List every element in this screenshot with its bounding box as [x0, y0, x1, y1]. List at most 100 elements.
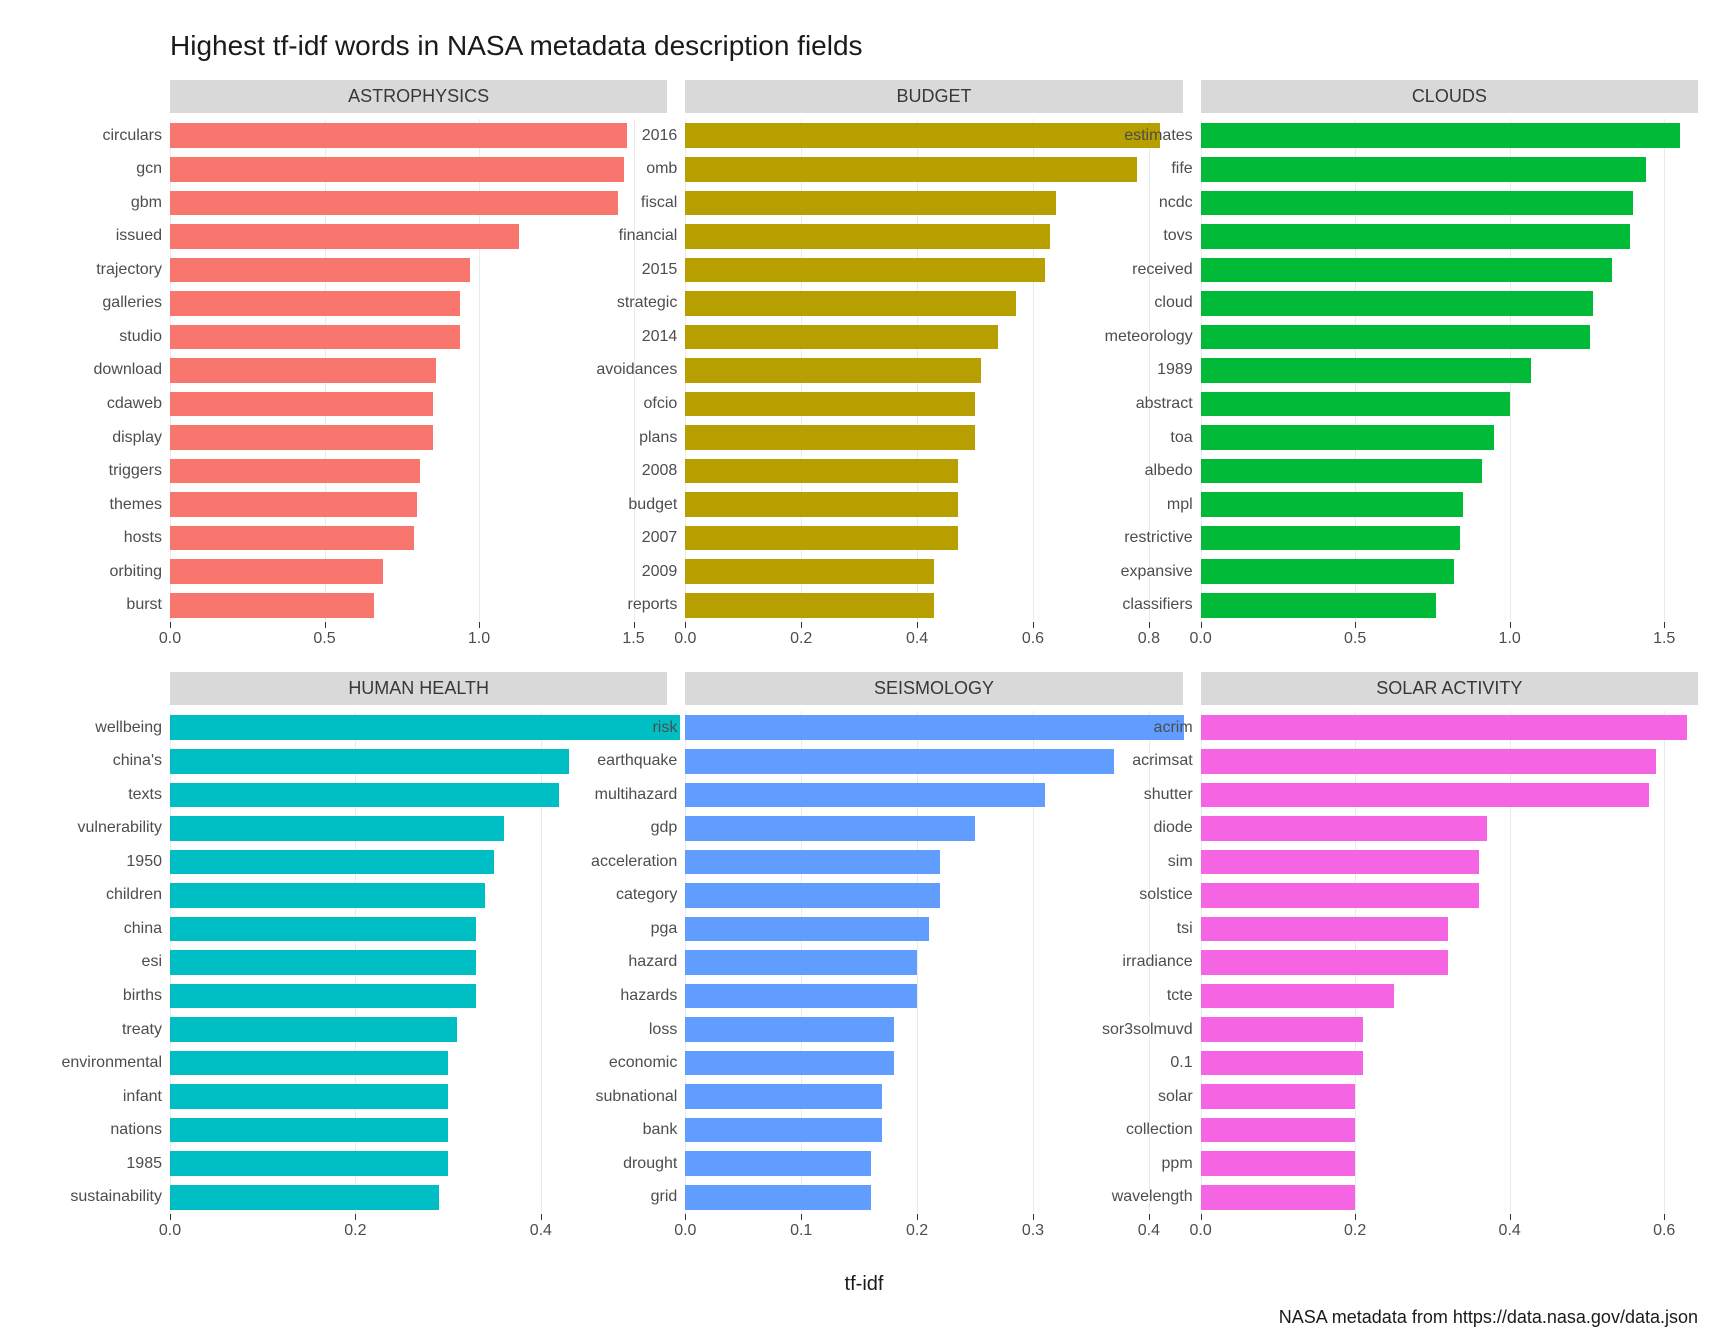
bar-row: hosts [170, 524, 661, 552]
facet-plot: riskearthquakemultihazardgdpacceleration… [685, 705, 1182, 1250]
x-axis: 0.00.51.01.5 [170, 622, 661, 658]
bars-container: acrimacrimsatshutterdiodesimsolsticetsii… [1201, 711, 1692, 1214]
facet-grid: ASTROPHYSICS circularsgcngbmissuedtraject… [170, 80, 1698, 1250]
bar-row: toa [1201, 424, 1692, 452]
bar [1201, 291, 1593, 316]
bar-row: sustainability [170, 1183, 661, 1211]
bar-label: nations [110, 1121, 170, 1139]
bar [1201, 850, 1479, 875]
bar-label: strategic [617, 294, 685, 312]
bar-row: wavelength [1201, 1183, 1692, 1211]
bar [1201, 917, 1448, 942]
bar [685, 816, 975, 841]
bar-row: grid [685, 1183, 1176, 1211]
x-tick-label: 1.5 [622, 630, 644, 648]
bar [685, 984, 917, 1009]
bar-row: abstract [1201, 390, 1692, 418]
x-tick-label: 0.4 [530, 1222, 552, 1240]
bar [170, 593, 374, 618]
bar [1201, 984, 1394, 1009]
bar-label: environmental [62, 1054, 171, 1072]
bar-row: acceleration [685, 848, 1176, 876]
facet-panel: ASTROPHYSICS circularsgcngbmissuedtraject… [170, 80, 667, 658]
bar-row: hazard [685, 948, 1176, 976]
bar-label: received [1132, 261, 1200, 279]
bar-label: multihazard [595, 786, 686, 804]
bar-row: budget [685, 491, 1176, 519]
bar-label: collection [1126, 1121, 1201, 1139]
x-tick-label: 0.4 [1138, 1222, 1160, 1240]
bar-label: download [94, 361, 171, 379]
bar-label: acceleration [591, 853, 685, 871]
bar [685, 1084, 882, 1109]
x-tick-label: 0.0 [1190, 630, 1212, 648]
bar [1201, 783, 1649, 808]
bar-row: fife [1201, 155, 1692, 183]
bar-row: plans [685, 424, 1176, 452]
bar-label: classifiers [1122, 596, 1200, 614]
bar-row: 1989 [1201, 356, 1692, 384]
bar-label: texts [128, 786, 170, 804]
bar-row: received [1201, 256, 1692, 284]
bar [1201, 425, 1495, 450]
bar-row: drought [685, 1150, 1176, 1178]
bar-row: themes [170, 491, 661, 519]
bar-label: themes [110, 496, 170, 514]
bar-label: sim [1168, 853, 1201, 871]
bar-row: 2007 [685, 524, 1176, 552]
bars-container: 2016ombfiscalfinancial2015strategic2014a… [685, 119, 1176, 622]
bar-row: nations [170, 1116, 661, 1144]
bar [170, 526, 414, 551]
x-axis: 0.00.20.4 [170, 1214, 661, 1250]
facet-panel: SEISMOLOGYriskearthquakemultihazardgdpac… [685, 672, 1182, 1250]
facet-plot: estimatesfifencdctovsreceivedcloudmeteor… [1201, 113, 1698, 658]
bar-label: risk [652, 719, 685, 737]
x-tick-label: 0.0 [674, 1222, 696, 1240]
bar [1201, 883, 1479, 908]
bar [170, 392, 433, 417]
bar [685, 749, 1114, 774]
bar-label: hazard [628, 953, 685, 971]
bar [1201, 526, 1461, 551]
bar [685, 191, 1056, 216]
bar [1201, 492, 1464, 517]
x-tick-label: 0.2 [344, 1222, 366, 1240]
bar [1201, 749, 1657, 774]
x-tick-label: 0.0 [674, 630, 696, 648]
bar [685, 425, 975, 450]
bar [170, 749, 569, 774]
facet-plot: acrimacrimsatshutterdiodesimsolsticetsii… [1201, 705, 1698, 1250]
facet-strip-label: ASTROPHYSICS [170, 80, 667, 113]
bar-row: classifiers [1201, 591, 1692, 619]
bar-row: strategic [685, 289, 1176, 317]
facet-strip-label: BUDGET [685, 80, 1182, 113]
plot-area: circularsgcngbmissuedtrajectorygalleries… [170, 119, 661, 622]
bar-label: bank [643, 1121, 686, 1139]
bar [170, 123, 627, 148]
bar-label: sor3solmuvd [1102, 1021, 1201, 1039]
bar-label: ppm [1162, 1155, 1201, 1173]
bar-label: pga [651, 920, 686, 938]
bar [1201, 157, 1646, 182]
facet-strip-label: CLOUDS [1201, 80, 1698, 113]
bar-row: avoidances [685, 356, 1176, 384]
bar-row: financial [685, 222, 1176, 250]
bar-row: risk [685, 714, 1176, 742]
bar-row: trajectory [170, 256, 661, 284]
facet-strip-label: SEISMOLOGY [685, 672, 1182, 705]
facet-panel: CLOUDS estimatesfifencdctovsreceivedcloud… [1201, 80, 1698, 658]
bar-row: reports [685, 591, 1176, 619]
bar-row: triggers [170, 457, 661, 485]
x-tick-label: 1.0 [1499, 630, 1521, 648]
bar-label: births [123, 987, 170, 1005]
x-tick-label: 0.3 [1022, 1222, 1044, 1240]
bars-container: estimatesfifencdctovsreceivedcloudmeteor… [1201, 119, 1692, 622]
bar-label: hazards [620, 987, 685, 1005]
bar [170, 191, 618, 216]
bar-row: hazards [685, 982, 1176, 1010]
bar-row: 2016 [685, 122, 1176, 150]
bars-container: circularsgcngbmissuedtrajectorygalleries… [170, 119, 661, 622]
bar [685, 1017, 894, 1042]
bar-label: burst [126, 596, 170, 614]
bar [685, 291, 1015, 316]
